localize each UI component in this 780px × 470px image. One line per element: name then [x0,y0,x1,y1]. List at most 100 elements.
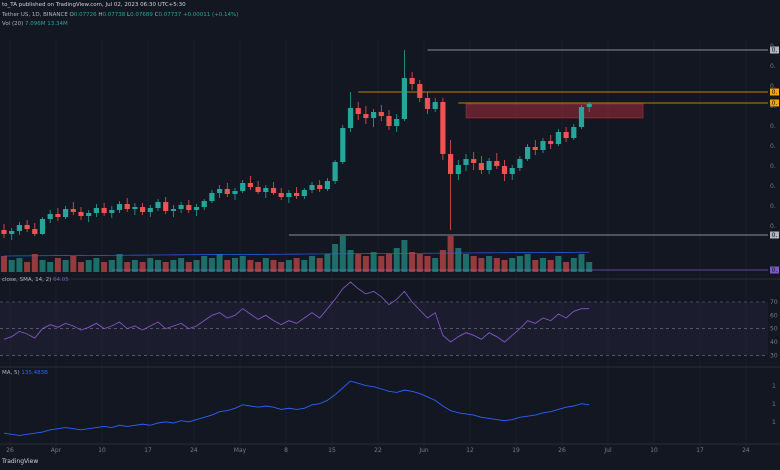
x-tick-label: 15 [328,447,336,454]
x-tick-label: 8 [284,447,288,454]
candle-body [116,204,123,210]
price-axis-label: 0. [770,223,776,230]
candle-body [101,208,107,213]
ohlc-close-label: C [154,12,159,18]
candle-body [394,119,400,126]
ma-legend[interactable]: MA, 5) 135.483B [2,370,48,376]
level-tag [770,46,779,54]
volume-bar [455,248,462,272]
candle-body [563,132,569,138]
x-tick-label: 17 [696,447,704,454]
candle-body [263,188,269,192]
volume-bar [78,262,84,272]
ma-axis-label: 1 [772,419,776,426]
chart-header: to_TA published on TradingView.com, Jul … [0,0,780,40]
ohlc-high-label: H [98,12,103,18]
symbol-name[interactable]: Tether US, 1D, BINANCE [2,12,68,18]
x-tick-label: 26 [6,447,14,454]
publisher-line: to_TA published on TradingView.com, Jul … [2,2,186,8]
candle-body [532,147,538,150]
tradingview-logo[interactable]: TradingView [2,458,39,465]
candle-body [163,202,169,211]
volume-bar [147,258,154,272]
volume-bar [347,250,354,272]
x-tick-label: Jun [418,447,429,454]
candle-body [355,108,361,114]
rsi-legend[interactable]: close, SMA, 14, 2) 64.05 [2,277,69,283]
volume-bar [301,260,308,272]
volume-bar [409,252,416,272]
x-tick-label: 10 [98,447,106,454]
candle-body [463,159,469,165]
volume-bar [439,250,446,272]
level-tag-label: 0. [772,232,778,239]
rsi-axis-label: 40 [770,339,778,346]
price-axis-label: 0. [770,123,776,130]
volume-bar [85,260,92,272]
candle-body [132,207,138,209]
x-tick-label: 12 [466,447,474,454]
price-axis-label: 0. [770,183,776,190]
volume-bar [332,244,339,272]
x-tick-label: 24 [742,447,750,454]
volume-bar [516,256,523,272]
volume-bar [493,258,500,272]
volume-bar [108,260,115,272]
x-tick-label: Apr [51,447,62,454]
ma-legend-label: MA, 5) [2,370,20,376]
volume-bar [278,262,285,272]
rsi-axis-label: 60 [770,312,778,319]
candle-body [363,114,369,118]
candle-body [371,112,377,118]
price-axis-label: 0. [770,163,776,170]
candle-body [140,207,146,212]
volume-bar [293,258,300,272]
volume-bar [309,256,315,272]
volume-bar [262,258,269,272]
candle-body [386,116,392,126]
volume-bar [432,258,439,272]
rsi-axis-label: 30 [770,352,778,359]
ohlc-high: 0.07738 [102,12,126,18]
volume-bar [524,254,531,272]
volume-bar [62,260,69,272]
volume-legend[interactable]: Vol (20) 7.096M 13.34M [2,21,68,27]
x-tick-label: Jul [603,447,612,454]
candle-body [471,159,477,163]
candle-body [255,187,261,192]
volume-bar [532,260,539,272]
volume-bar [124,262,131,272]
candle-body [155,202,161,208]
candle-body [170,209,176,211]
volume-bar [386,254,392,272]
candle-body [224,189,230,194]
candle-body [578,107,585,127]
volume-bar [486,256,493,272]
price-axis-label: 0. [770,83,776,90]
candle-body [525,147,531,159]
price-axis-label: 0. [770,143,776,150]
ma-line [3,380,590,436]
volume-bar [316,258,323,272]
x-tick-label: 19 [512,447,520,454]
volume-bar [8,260,15,272]
candle-body [86,213,92,216]
resistance-zone[interactable] [465,103,644,119]
level-tag [770,99,779,107]
candle-body [16,225,22,231]
volume-bar [139,262,146,272]
level-tag [770,231,779,239]
candle-body [417,84,423,98]
candle-body [301,190,307,196]
volume-bar [54,258,61,272]
volume-bar [378,256,385,272]
candle-body [309,185,315,190]
volume-bar [270,260,277,272]
volume-bar [255,262,262,272]
candle-body [332,162,338,181]
volume-legend-value: 7.096M [25,21,46,27]
volume-legend-value-2: 13.34M [47,21,68,27]
volume-bar [324,254,331,272]
x-tick-label: 24 [190,447,198,454]
